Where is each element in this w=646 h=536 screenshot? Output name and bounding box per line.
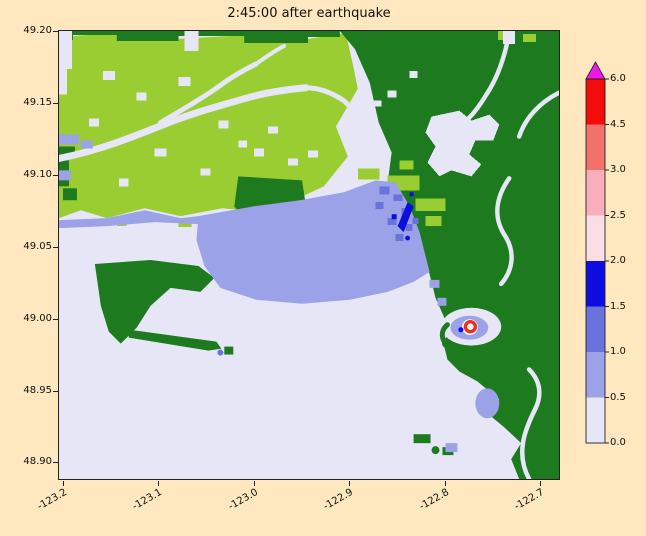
point-roberts-peninsula: [94, 259, 215, 344]
wave-region-deep-blue: [391, 192, 414, 241]
map-plot-area: [58, 30, 560, 480]
colorbar-label: 6.0: [610, 73, 626, 84]
colorbar-seg-0: [586, 397, 605, 443]
x-tick-label: -123.1: [130, 486, 164, 513]
colorbar-label: 1.0: [610, 346, 626, 357]
y-tick: [53, 31, 58, 32]
x-tick: [349, 481, 350, 486]
y-tick-label: 49.20: [23, 25, 52, 36]
colorbar: [585, 61, 609, 444]
colorbar-label: 3.0: [610, 164, 626, 175]
y-tick: [53, 175, 58, 176]
urban-delta-region: [59, 32, 358, 219]
colorbar-label: 2.0: [610, 255, 626, 266]
y-tick-label: 48.90: [23, 456, 52, 467]
y-tick-label: 49.10: [23, 169, 52, 180]
colorbar-label: 0.5: [610, 391, 626, 403]
colorbar-seg-6: [586, 124, 605, 170]
harbor-and-gauge: [439, 307, 515, 361]
colorbar-label: 0.0: [610, 437, 626, 448]
river-channels: [59, 31, 559, 479]
x-tick-label: -122.8: [417, 486, 451, 513]
x-tick-label: -122.7: [512, 486, 546, 513]
x-tick-label: -123.0: [226, 486, 260, 513]
x-tick: [254, 481, 255, 486]
lowland-patches: [59, 31, 516, 187]
colorbar-label: 4.5: [610, 118, 626, 130]
colorbar-label: 1.5: [610, 300, 626, 312]
colorbar-seg-4: [586, 215, 605, 261]
colorbar-over-arrow: [586, 62, 605, 79]
colorbar-ticks: [605, 78, 609, 444]
y-tick-label: 48.95: [23, 385, 52, 396]
colorbar-seg-1: [586, 352, 605, 398]
y-tick-label: 49.15: [23, 97, 52, 108]
gauge-blue-dot: [458, 327, 464, 333]
colorbar-seg-2: [586, 306, 605, 352]
y-tick: [53, 391, 58, 392]
y-tick-label: 49.00: [23, 313, 52, 324]
colorbar-seg-5: [586, 170, 605, 216]
x-tick: [63, 481, 64, 486]
x-tick: [158, 481, 159, 486]
y-tick-label: 49.05: [23, 241, 52, 252]
wave-region-periwinkle: [59, 134, 500, 453]
y-tick: [53, 462, 58, 463]
tsunami-map: [59, 31, 559, 479]
y-tick: [53, 103, 58, 104]
colorbar-seg-7: [586, 79, 605, 125]
colorbar-arrow-frame: [585, 61, 606, 80]
plot-title: 2:45:00 after earthquake: [227, 6, 391, 21]
harbor-spit-hook: [439, 322, 450, 347]
y-tick: [53, 319, 58, 320]
gauge-target-marker: [463, 320, 478, 334]
x-tick-label: -123.2: [35, 486, 69, 513]
y-tick: [53, 247, 58, 248]
x-tick: [540, 481, 541, 486]
colorbar-label: 2.5: [610, 209, 626, 221]
harbor-spit: [441, 330, 515, 361]
x-tick: [445, 481, 446, 486]
colorbar-seg-3: [586, 261, 605, 307]
x-tick-label: -122.9: [321, 486, 355, 513]
